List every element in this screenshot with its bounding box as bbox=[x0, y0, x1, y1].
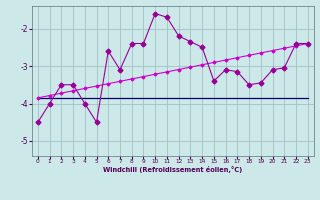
X-axis label: Windchill (Refroidissement éolien,°C): Windchill (Refroidissement éolien,°C) bbox=[103, 166, 243, 173]
